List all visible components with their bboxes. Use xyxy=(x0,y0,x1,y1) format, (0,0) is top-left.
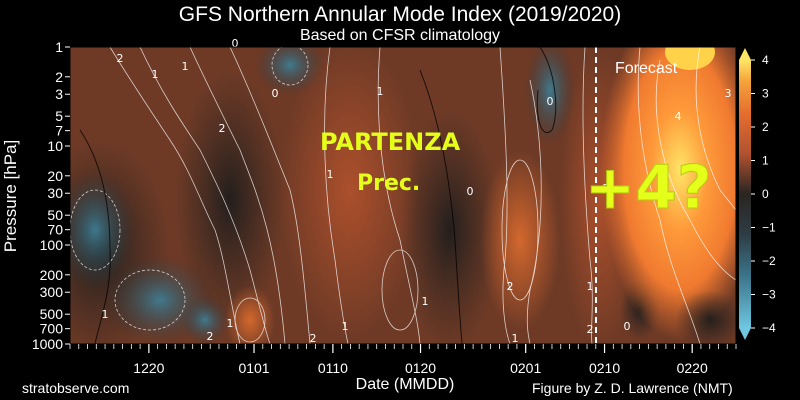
x-tick-label: 0110 xyxy=(318,360,348,376)
x-tick-label: 0120 xyxy=(405,360,436,376)
contour-label: 0 xyxy=(467,185,474,198)
annotation-prec: Prec. xyxy=(357,171,420,196)
y-tick-label: 50 xyxy=(47,207,63,223)
colorbar-tick-label: −4 xyxy=(762,321,776,335)
contour-label: 1 xyxy=(377,85,384,98)
contour-label: 1 xyxy=(587,280,594,293)
colorbar-ticks: 4 3 2 1 0 −1 −2 −3 −4 xyxy=(751,53,776,335)
colorbar-tick-label: −3 xyxy=(762,288,776,302)
figure-credit: Figure by Z. D. Lawrence (NMT) xyxy=(532,380,733,396)
y-tick-label: 3 xyxy=(55,86,63,102)
x-axis-label: Date (MMDD) xyxy=(356,376,455,393)
y-tick-label: 700 xyxy=(40,321,64,337)
contour-label: 2 xyxy=(587,323,594,336)
contour-label: 1 xyxy=(327,168,334,181)
x-tick-label: 0220 xyxy=(677,360,708,376)
heatmap-field xyxy=(70,47,736,344)
y-tick-label: 200 xyxy=(40,267,64,283)
annotation-plus-four: +4? xyxy=(585,153,712,223)
y-tick-label: 1 xyxy=(55,39,63,55)
y-tick-label: 1000 xyxy=(32,336,63,352)
x-tick-label: 1220 xyxy=(133,360,164,376)
site-label: stratobserve.com xyxy=(22,380,130,396)
y-tick-label: 10 xyxy=(47,138,63,154)
contour-label: 1 xyxy=(102,308,109,321)
forecast-label: Forecast xyxy=(615,60,678,77)
y-tick-label: 70 xyxy=(47,222,63,238)
contour-label: 4 xyxy=(675,110,682,123)
colorbar-tick-label: 4 xyxy=(762,53,769,67)
colorbar-tick-label: 1 xyxy=(762,154,769,168)
contour-label: 1 xyxy=(342,320,349,333)
contour-label: 1 xyxy=(512,332,519,345)
colorbar-tick-label: 3 xyxy=(762,87,769,101)
colorbar-tick-label: 2 xyxy=(762,120,769,134)
contour-label: 0 xyxy=(547,95,554,108)
y-tick-label: 300 xyxy=(40,284,64,300)
y-tick-label: 2 xyxy=(55,69,63,85)
x-tick-label: 0210 xyxy=(589,360,620,376)
y-tick-label: 30 xyxy=(47,185,63,201)
y-tick-label: 500 xyxy=(40,306,64,322)
contour-label: 0 xyxy=(272,87,279,100)
contour-label: 0 xyxy=(624,320,631,333)
y-tick-label: 7 xyxy=(55,123,63,139)
colorbar xyxy=(739,48,751,340)
contour-label: 0 xyxy=(232,37,239,50)
contour-label: 2 xyxy=(117,52,124,65)
colorbar-tick-label: −1 xyxy=(762,221,776,235)
contour-lines xyxy=(70,47,736,344)
contour-label: 3 xyxy=(725,87,732,100)
contour-label: 2 xyxy=(507,280,514,293)
y-tick-label: 5 xyxy=(55,108,63,124)
colorbar-tick-label: −2 xyxy=(762,254,776,268)
contour-label: 2 xyxy=(219,122,226,135)
contour-label: 2 xyxy=(207,330,214,343)
contour-label: 2 xyxy=(603,182,610,195)
x-axis: 1220 0101 0110 0120 0201 0210 0220 xyxy=(69,344,737,376)
chart-subtitle: Based on CFSR climatology xyxy=(299,27,501,44)
y-tick-label: 100 xyxy=(40,237,64,253)
contour-label: 1 xyxy=(422,295,429,308)
contour-label: 1 xyxy=(182,60,189,73)
y-axis-label: Pressure [hPa] xyxy=(1,140,20,252)
contour-label: 1 xyxy=(227,317,234,330)
annotation-partenza: PARTENZA xyxy=(320,128,461,156)
colorbar-tick-label: 0 xyxy=(762,187,769,201)
x-tick-label: 0201 xyxy=(510,360,541,376)
chart-title: GFS Northern Annular Mode Index (2019/20… xyxy=(178,3,622,26)
x-tick-label: 0101 xyxy=(238,360,269,376)
contour-label: 1 xyxy=(152,68,159,81)
y-tick-label: 20 xyxy=(47,168,63,184)
contour-label: 2 xyxy=(310,332,317,345)
